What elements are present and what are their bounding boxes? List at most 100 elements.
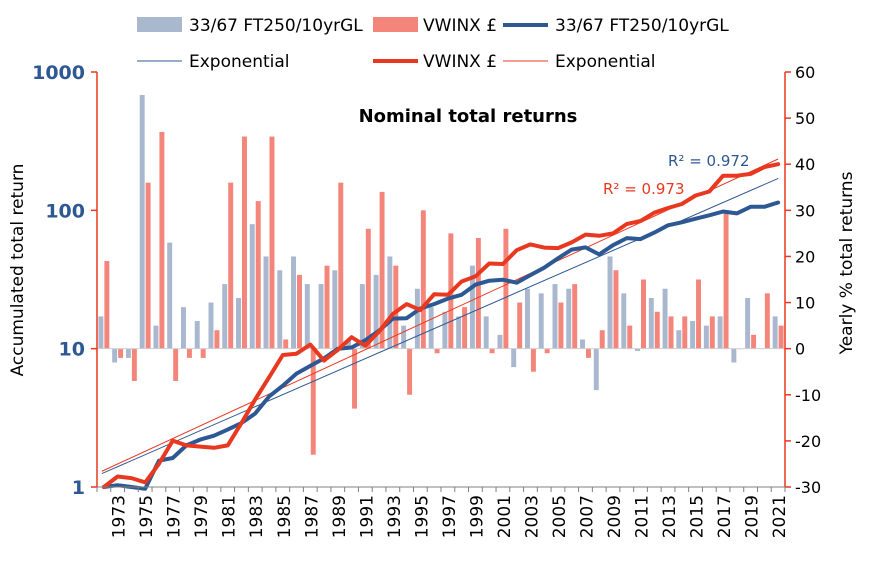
accumulated-lines-layer bbox=[101, 162, 781, 491]
bar-vw-2013 bbox=[668, 316, 674, 349]
left-tick-label-10: 10 bbox=[59, 339, 85, 361]
bar-vw-1995 bbox=[420, 210, 426, 349]
bar-vw-2004 bbox=[544, 348, 550, 354]
bar-vw-2019 bbox=[751, 334, 757, 349]
bar-ft-2001 bbox=[497, 334, 503, 349]
legend-item-bar-vw[interactable]: VWINX £ bbox=[373, 16, 497, 36]
bar-ft-1974 bbox=[125, 348, 131, 358]
bar-ft-1983 bbox=[249, 224, 255, 349]
x-tick-label-2021: 2021 bbox=[770, 495, 790, 538]
bar-vw-1998 bbox=[462, 307, 468, 349]
bar-ft-2013 bbox=[662, 288, 668, 349]
bar-ft-1989 bbox=[332, 270, 338, 349]
bar-vw-2007 bbox=[585, 348, 591, 358]
bar-vw-1996 bbox=[434, 348, 440, 354]
bar-ft-1986 bbox=[291, 256, 297, 349]
bar-vw-1999 bbox=[475, 238, 481, 349]
x-tick-label-1993: 1993 bbox=[385, 495, 405, 538]
bar-vw-2015 bbox=[696, 279, 702, 349]
x-tick-label-1999: 1999 bbox=[467, 495, 487, 538]
bar-ft-1977 bbox=[167, 242, 173, 349]
legend-item-line-ft[interactable]: 33/67 FT250/10yrGL bbox=[503, 16, 729, 36]
bar-vw-2014 bbox=[682, 316, 688, 349]
bar-vw-1987 bbox=[310, 348, 316, 455]
bar-ft-1981 bbox=[222, 284, 228, 349]
x-tick-label-1981: 1981 bbox=[220, 495, 240, 538]
r2-vw-annotation: R² = 0.973 bbox=[603, 180, 684, 198]
bar-vw-2009 bbox=[613, 270, 619, 349]
x-tick-label-1973: 1973 bbox=[110, 495, 130, 538]
x-tick-label-1983: 1983 bbox=[247, 495, 267, 538]
r2-ft-annotation: R² = 0.972 bbox=[668, 152, 749, 170]
bar-vw-1991 bbox=[365, 228, 371, 349]
bar-vw-2000 bbox=[489, 348, 495, 354]
bar-ft-2005 bbox=[552, 284, 558, 349]
legend-swatch-bar-vw bbox=[373, 17, 418, 32]
bar-ft-1996 bbox=[428, 307, 434, 349]
legend-item-exp-ft[interactable]: Exponential bbox=[137, 52, 290, 72]
legend-label-exp-ft: Exponential bbox=[189, 52, 290, 72]
left-tick-label-100: 100 bbox=[45, 200, 85, 222]
bar-vw-1982 bbox=[241, 136, 247, 349]
right-tick-label--10: -10 bbox=[795, 386, 821, 405]
bar-ft-2014 bbox=[676, 330, 682, 349]
bar-ft-1990 bbox=[346, 339, 352, 349]
x-tick-label-2009: 2009 bbox=[605, 495, 625, 538]
legend-item-bar-ft[interactable]: 33/67 FT250/10yrGL bbox=[137, 16, 363, 36]
bar-ft-2019 bbox=[745, 297, 751, 349]
bar-vw-2001 bbox=[503, 228, 509, 349]
bar-ft-2017 bbox=[717, 316, 723, 349]
axes-layer: 1 10 100 1000 -30 -20 -10 0 10 20 30 40 50 60 1973 1975… bbox=[32, 62, 821, 538]
bar-ft-2015 bbox=[690, 321, 696, 349]
bar-ft-2010 bbox=[621, 293, 627, 349]
bar-vw-1972 bbox=[104, 261, 110, 349]
bar-ft-1992 bbox=[373, 274, 379, 349]
line-vw-accumulated bbox=[101, 162, 781, 489]
bar-ft-2018 bbox=[731, 348, 737, 363]
x-tick-label-1975: 1975 bbox=[137, 495, 157, 538]
bar-vw-1990 bbox=[352, 348, 358, 409]
bar-ft-1982 bbox=[236, 297, 241, 349]
x-tick-label-1991: 1991 bbox=[357, 495, 377, 538]
bar-ft-1975 bbox=[139, 95, 145, 349]
bar-vw-1988 bbox=[324, 265, 330, 349]
bars-layer bbox=[98, 95, 784, 455]
right-tick-label-60: 60 bbox=[795, 63, 815, 82]
x-tick-label-2011: 2011 bbox=[633, 495, 653, 538]
legend-label-line-vw: VWINX £ bbox=[423, 52, 497, 72]
bar-ft-1980 bbox=[208, 302, 214, 349]
x-tick-label-2001: 2001 bbox=[495, 495, 515, 538]
bar-vw-1977 bbox=[173, 348, 179, 381]
x-tick-label-1985: 1985 bbox=[275, 495, 295, 538]
bar-ft-2021 bbox=[772, 316, 778, 349]
bar-ft-1999 bbox=[469, 265, 475, 349]
left-tick-label-1000: 1000 bbox=[32, 62, 85, 84]
x-tick-label-2003: 2003 bbox=[522, 495, 542, 538]
x-tick-label-2005: 2005 bbox=[550, 495, 570, 538]
bar-vw-1986 bbox=[297, 274, 302, 349]
legend: 33/67 FT250/10yrGL VWINX £ 33/67 FT250/1… bbox=[137, 16, 729, 72]
left-axis-title: Accumulated total return bbox=[8, 164, 28, 377]
bar-ft-1979 bbox=[194, 321, 200, 349]
bar-ft-1972 bbox=[98, 316, 104, 349]
chart-title: Nominal total returns bbox=[359, 106, 578, 127]
right-tick-label-10: 10 bbox=[795, 294, 815, 313]
bar-vw-2011 bbox=[641, 279, 646, 349]
bar-ft-1984 bbox=[263, 256, 269, 349]
bar-vw-1993 bbox=[393, 265, 399, 349]
bar-ft-2009 bbox=[607, 256, 613, 349]
bar-vw-1979 bbox=[200, 348, 206, 358]
bar-ft-2012 bbox=[648, 297, 654, 349]
bar-vw-1973 bbox=[118, 348, 124, 358]
legend-label-bar-vw: VWINX £ bbox=[423, 16, 497, 36]
legend-item-line-vw[interactable]: VWINX £ bbox=[373, 52, 497, 72]
bar-ft-2003 bbox=[524, 288, 530, 349]
bar-ft-1993 bbox=[387, 256, 393, 349]
x-tick-label-2007: 2007 bbox=[578, 495, 598, 538]
bar-vw-2017 bbox=[723, 210, 729, 349]
bar-vw-1983 bbox=[255, 201, 261, 349]
right-axis-title: Yearly % total returns bbox=[837, 171, 857, 355]
legend-item-exp-vw[interactable]: Exponential bbox=[503, 52, 656, 72]
bar-ft-1973 bbox=[112, 348, 118, 363]
bar-ft-1978 bbox=[180, 307, 186, 349]
